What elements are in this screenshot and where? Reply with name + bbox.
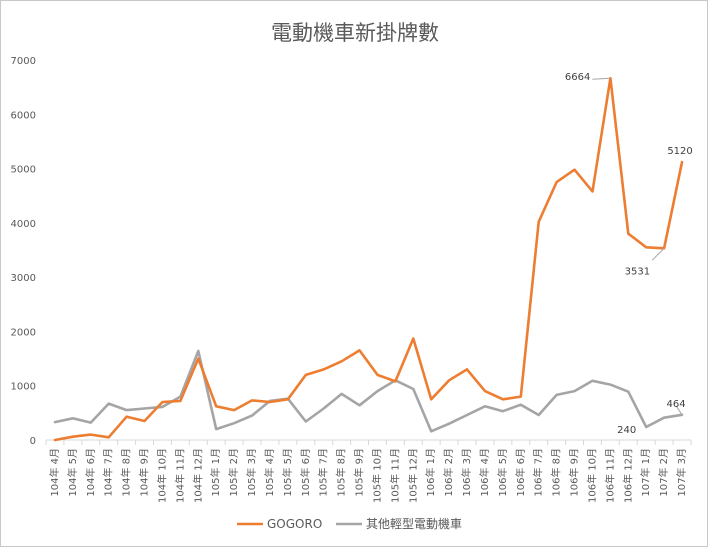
data-label: 6664	[565, 72, 590, 83]
x-tick-label: 106年 2月	[442, 448, 455, 497]
y-tick-label: 1000	[11, 382, 36, 393]
data-label: 240	[617, 425, 636, 436]
x-tick-label: 104年 11月	[173, 448, 186, 503]
y-tick-label: 2000	[11, 327, 36, 338]
x-tick-label: 105年 4月	[263, 448, 276, 497]
x-tick-label: 106年 4月	[478, 448, 491, 497]
x-tick-label: 105年 8月	[335, 448, 348, 497]
x-tick-label: 104年 6月	[84, 448, 97, 497]
data-label-leader	[675, 405, 683, 416]
x-tick-label: 107年 3月	[675, 448, 688, 497]
x-tick-label: 104年 10月	[155, 448, 168, 503]
data-label-leader	[592, 77, 611, 80]
legend: GOGORO 其他輕型電動機車	[237, 516, 462, 531]
x-tick-label: 105年 1月	[209, 448, 222, 497]
chart-title: 電動機車新掛牌數	[271, 21, 439, 45]
data-label: 3531	[625, 266, 650, 277]
x-tick-label: 107年 2月	[657, 448, 670, 497]
x-tick-label: 105年 5月	[281, 448, 294, 497]
x-tick-label: 106年 12月	[621, 448, 634, 503]
x-tick-label: 105年 7月	[317, 448, 330, 497]
x-tick-label: 106年 6月	[514, 448, 527, 497]
legend-label: 其他輕型電動機車	[366, 516, 462, 531]
x-tick-label: 106年 9月	[568, 448, 581, 497]
y-axis-ticks: 0 1000 2000 3000 4000 5000 6000 7000	[11, 56, 36, 447]
x-tick-label: 104年 9月	[138, 448, 151, 497]
y-tick-label: 7000	[11, 56, 36, 67]
y-tick-label: 0	[30, 436, 36, 447]
y-tick-label: 5000	[11, 165, 36, 176]
data-labels: 6664 3531 5120 240 464	[565, 72, 693, 436]
x-tick-label: 106年 5月	[496, 448, 509, 497]
x-tick-label: 105年 12月	[406, 448, 419, 503]
x-tick-label: 105年 10月	[370, 448, 383, 503]
series-line	[53, 349, 684, 433]
x-tick-label: 107年 1月	[639, 448, 652, 497]
data-label-leader	[651, 247, 665, 261]
legend-label: GOGORO	[267, 517, 322, 531]
series-line	[53, 76, 684, 442]
x-tick-label: 105年 6月	[299, 448, 312, 497]
x-tick-label: 106年 11月	[603, 448, 616, 503]
x-tick-label: 106年 7月	[532, 448, 545, 497]
x-tick-label: 105年 2月	[227, 448, 240, 497]
x-tick-label: 105年 9月	[353, 448, 366, 497]
x-tick-label: 104年 12月	[191, 448, 204, 503]
x-tick-label: 105年 11月	[388, 448, 401, 503]
x-tick-label: 105年 3月	[245, 448, 258, 497]
data-label: 5120	[667, 146, 692, 157]
x-tick-label: 104年 5月	[66, 448, 79, 497]
y-tick-label: 6000	[11, 110, 36, 121]
y-tick-label: 4000	[11, 219, 36, 230]
x-tick-label: 106年 3月	[460, 448, 473, 497]
x-tick-label: 104年 4月	[48, 448, 61, 497]
x-tick-label: 104年 7月	[102, 448, 115, 497]
series-layer	[53, 76, 684, 442]
data-label: 464	[666, 399, 685, 410]
x-axis-ticks: 104年 4月 104年 5月 104年 6月 104年 7月 104年 8月 104年 …	[45, 440, 692, 503]
x-tick-label: 106年 8月	[550, 448, 563, 497]
y-tick-label: 3000	[11, 273, 36, 284]
x-tick-label: 106年 1月	[424, 448, 437, 497]
x-tick-label: 104年 8月	[120, 448, 133, 497]
x-tick-label: 106年 10月	[585, 448, 598, 503]
